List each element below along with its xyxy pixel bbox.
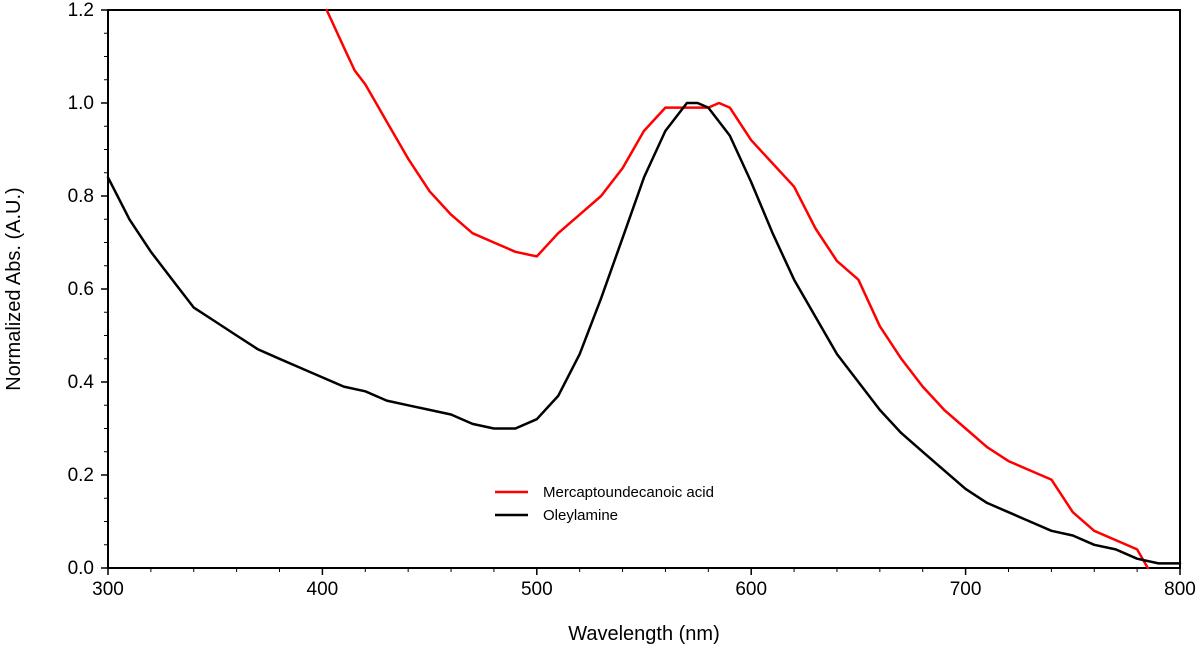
y-axis-ticks: 0.0 0.2 0.4 0.6 0.8 1.0 1.2 — [68, 0, 108, 579]
y-tick-label-2: 0.4 — [68, 372, 95, 393]
x-tick-label-300: 300 — [92, 579, 124, 600]
y-tick-label-1: 0.2 — [68, 465, 94, 486]
y-tick-label-4: 0.8 — [68, 186, 94, 207]
x-tick-label-600: 600 — [735, 579, 767, 600]
legend-label-mercaptoundecanoic-acid: Mercaptoundecanoic acid — [543, 484, 714, 501]
series-layer — [106, 8, 1182, 570]
legend: Mercaptoundecanoic acid Oleylamine — [495, 484, 714, 524]
x-axis-ticks: 300 400 500 600 700 800 — [92, 568, 1196, 600]
legend-label-oleylamine: Oleylamine — [543, 507, 618, 524]
series-line-mercaptoundecanoic-acid — [325, 8, 1150, 570]
series-line-oleylamine — [106, 101, 1182, 565]
y-tick-label-6: 1.2 — [68, 0, 94, 21]
x-tick-label-400: 400 — [307, 579, 339, 600]
y-axis-title: Normalized Abs. (A.U.) — [3, 187, 25, 390]
x-axis-title: Wavelength (nm) — [568, 623, 720, 645]
y-tick-label-5: 1.0 — [68, 93, 94, 114]
x-tick-label-500: 500 — [521, 579, 553, 600]
y-tick-label-3: 0.6 — [68, 279, 94, 300]
x-tick-label-700: 700 — [950, 579, 982, 600]
x-tick-label-800: 800 — [1164, 579, 1196, 600]
y-tick-label-0: 0.0 — [68, 558, 94, 579]
